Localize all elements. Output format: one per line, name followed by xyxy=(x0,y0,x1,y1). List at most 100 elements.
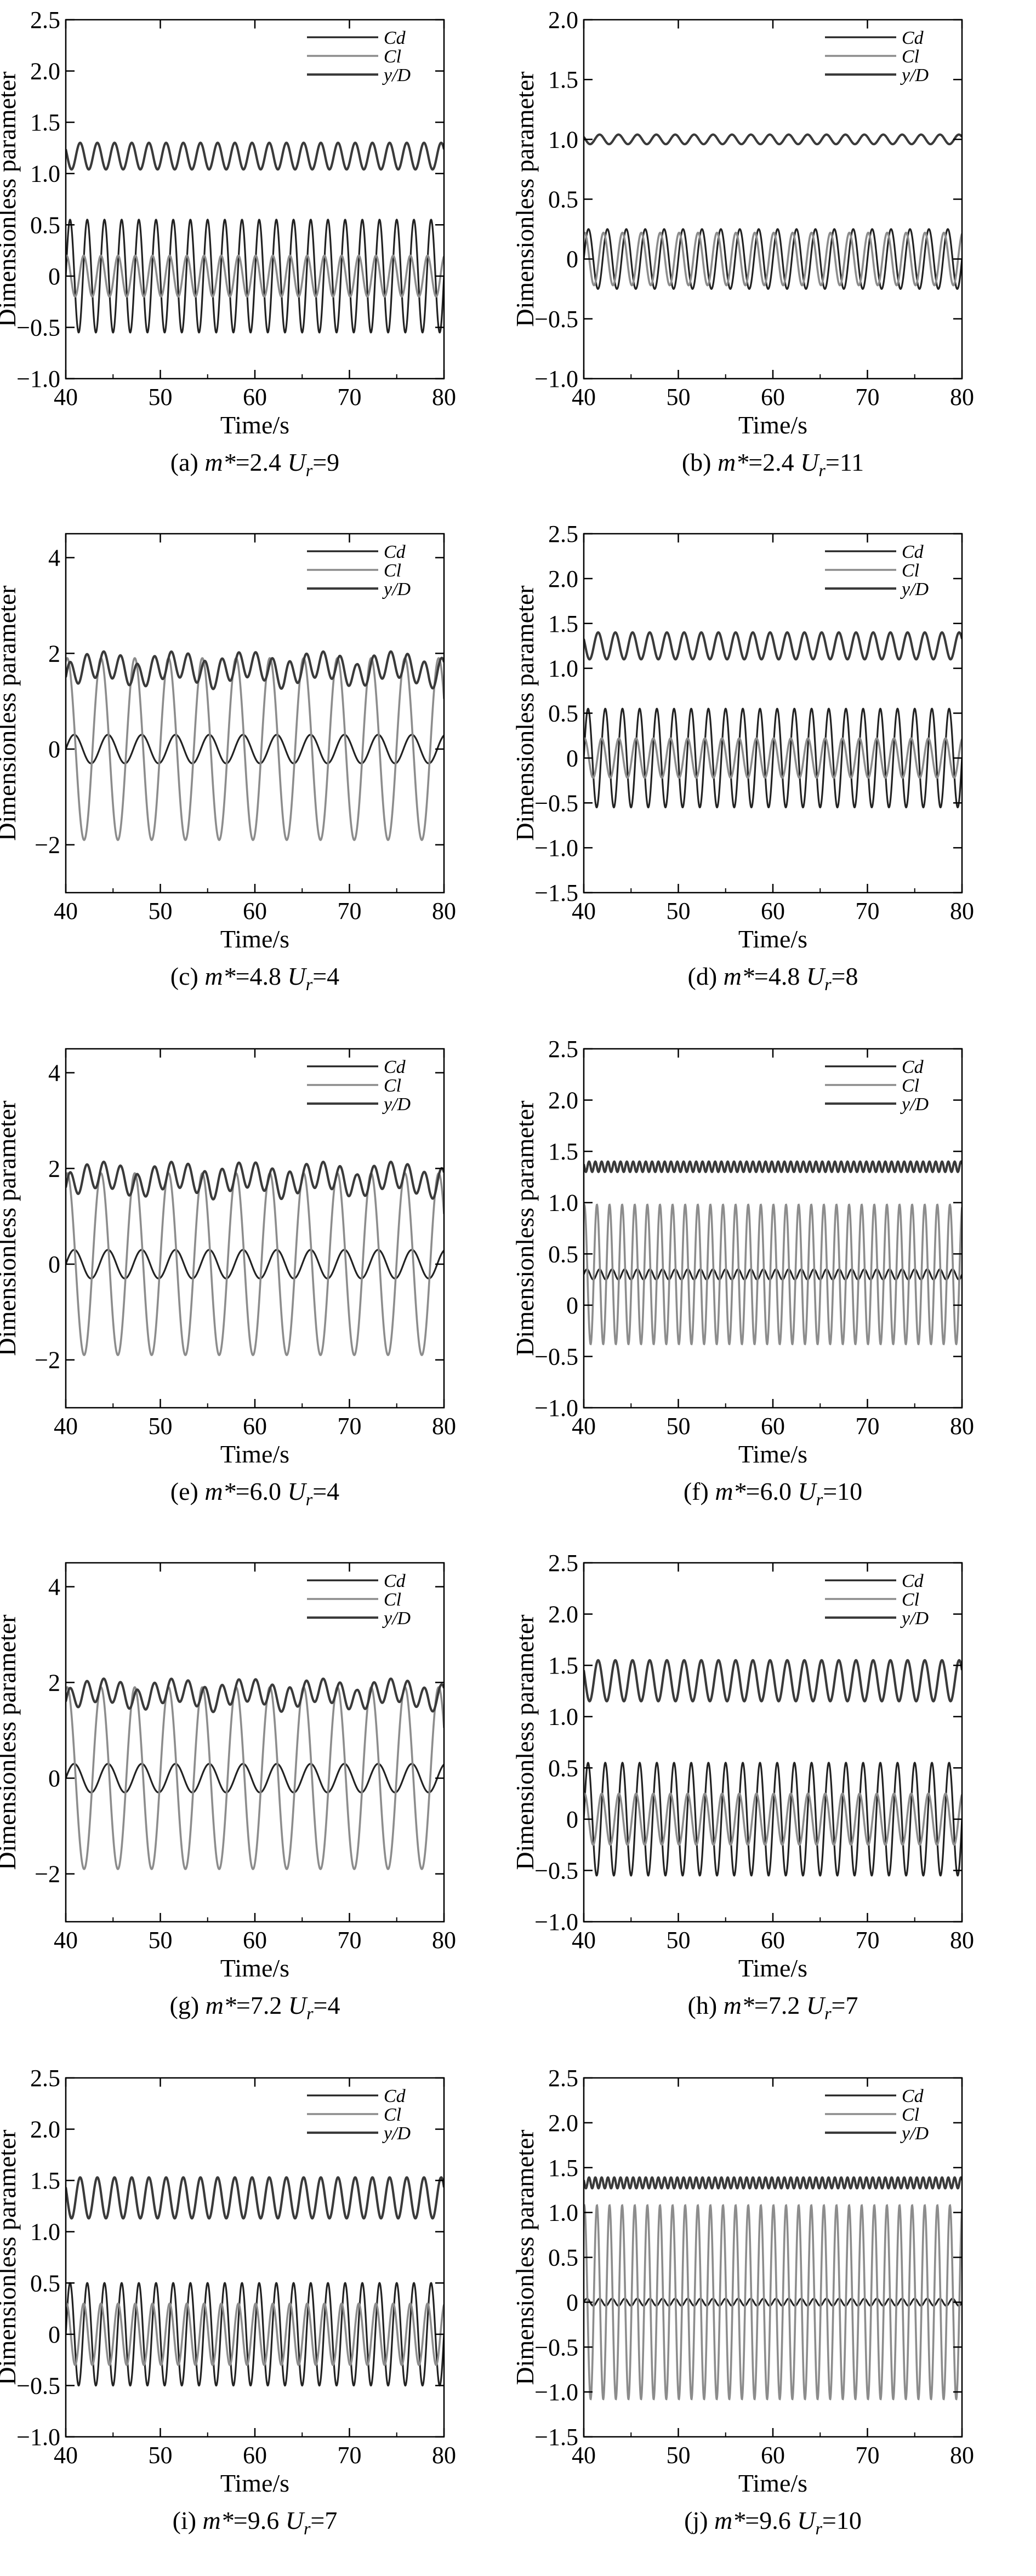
x-tick-label: 70 xyxy=(856,1927,880,1954)
y-tick-label: −1.0 xyxy=(534,1395,578,1421)
x-tick-label: 50 xyxy=(667,384,691,410)
series-line-cd xyxy=(584,707,962,809)
caption-ur-value: =11 xyxy=(826,448,864,476)
y-tick-label: 2.5 xyxy=(548,1550,578,1577)
legend-label-cl: Cl xyxy=(384,561,401,581)
legend-label-yd: y/D xyxy=(900,1608,929,1629)
legend-label-cd: Cd xyxy=(902,1057,924,1077)
legend-label-cd: Cd xyxy=(902,2086,924,2106)
x-axis-label: Time/s xyxy=(220,411,289,439)
y-tick-label: −0.5 xyxy=(16,314,60,341)
legend-label-cd: Cd xyxy=(384,542,406,562)
y-tick-label: −0.5 xyxy=(534,306,578,333)
caption-label: (b) xyxy=(682,448,718,476)
y-tick-label: 2 xyxy=(48,640,60,667)
x-axis-label: Time/s xyxy=(738,1954,807,1982)
caption-label: (c) xyxy=(170,962,205,990)
x-axis-label: Time/s xyxy=(738,2469,807,2497)
series-line-cl xyxy=(584,1203,962,1346)
series-line-cl xyxy=(66,1686,444,1870)
y-tick-label: 1.5 xyxy=(30,109,60,136)
caption-mass-value: =2.4 xyxy=(748,448,800,476)
y-axis-label: Dimensionless parameter xyxy=(511,1614,539,1870)
x-tick-label: 40 xyxy=(54,898,78,924)
caption-mass-value: =9.6 xyxy=(745,2506,797,2534)
y-tick-label: 2.5 xyxy=(548,2065,578,2092)
legend-label-cl: Cl xyxy=(902,2105,919,2125)
panel-caption: (g) m*=7.2 Ur=4 xyxy=(170,1991,340,2023)
y-axis-label: Dimensionless parameter xyxy=(511,71,539,327)
caption-mass-value: =7.2 xyxy=(236,1991,288,2019)
x-tick-label: 50 xyxy=(667,1927,691,1954)
legend-label-yd: y/D xyxy=(900,2123,929,2144)
caption-ur-subscript: r xyxy=(824,974,832,994)
x-tick-label: 40 xyxy=(54,1927,78,1954)
y-tick-label: −0.5 xyxy=(534,790,578,816)
x-tick-label: 50 xyxy=(149,1413,173,1440)
y-tick-label: 2.0 xyxy=(30,58,60,85)
legend-label-cl: Cl xyxy=(902,1076,919,1096)
y-tick-label: −2 xyxy=(35,1861,60,1888)
caption-ur-value: =8 xyxy=(832,962,858,990)
x-tick-label: 60 xyxy=(761,898,785,924)
chart-panel-e: 40 50 60 70 80 −2 0 2 4 Time/s Dimensionless param… xyxy=(0,1048,456,1509)
x-tick-label: 80 xyxy=(432,1927,456,1954)
caption-mass-value: =9.6 xyxy=(234,2506,286,2534)
caption-ur-subscript: r xyxy=(818,460,826,480)
series-line-cd xyxy=(66,218,444,334)
y-tick-label: −0.5 xyxy=(534,2334,578,2361)
x-tick-label: 80 xyxy=(432,2442,456,2469)
x-tick-label: 50 xyxy=(149,1927,173,1954)
panel-caption: (c) m*=4.8 Ur=4 xyxy=(170,962,339,994)
caption-mass-value: =4.8 xyxy=(754,962,806,990)
y-axis-label: Dimensionless parameter xyxy=(511,2129,539,2385)
series-group xyxy=(584,133,962,290)
x-tick-label: 50 xyxy=(149,898,173,924)
y-tick-label: −1.0 xyxy=(534,835,578,861)
y-tick-label: −0.5 xyxy=(534,1343,578,1370)
y-tick-label: 2.0 xyxy=(548,1087,578,1114)
y-tick-label: 2.0 xyxy=(548,7,578,33)
y-tick-label: 1.0 xyxy=(30,2219,60,2246)
x-tick-label: 60 xyxy=(243,1413,267,1440)
y-tick-label: 0 xyxy=(48,1251,60,1278)
y-tick-label: 0.5 xyxy=(30,2270,60,2297)
panel-caption: (f) m*=6.0 Ur=10 xyxy=(684,1477,862,1509)
legend-label-yd: y/D xyxy=(900,579,929,599)
legend-label-cl: Cl xyxy=(902,47,919,67)
x-tick-label: 60 xyxy=(243,2442,267,2469)
caption-ur-symbol: U xyxy=(798,1477,818,1505)
caption-ur-subscript: r xyxy=(306,1489,313,1509)
legend-label-cl: Cl xyxy=(384,1590,401,1610)
caption-label: (a) xyxy=(170,448,205,476)
legend-label-yd: y/D xyxy=(900,65,929,85)
y-tick-label: 4 xyxy=(48,1060,60,1087)
caption-ur-symbol: U xyxy=(806,962,826,990)
legend-label-yd: y/D xyxy=(382,65,411,85)
caption-ur-subscript: r xyxy=(816,1489,823,1509)
y-tick-label: 0.5 xyxy=(548,1241,578,1267)
series-line-yd xyxy=(584,1659,962,1703)
series-group xyxy=(66,1677,444,1870)
x-tick-label: 70 xyxy=(856,1413,880,1440)
x-tick-label: 50 xyxy=(667,1413,691,1440)
y-tick-label: 1.5 xyxy=(548,1652,578,1679)
caption-ur-value: =4 xyxy=(312,1477,339,1505)
x-tick-label: 40 xyxy=(54,1413,78,1440)
caption-ur-symbol: U xyxy=(288,448,308,476)
x-tick-label: 80 xyxy=(432,384,456,410)
caption-ur-symbol: U xyxy=(288,1477,308,1505)
series-group xyxy=(66,1161,444,1356)
caption-mass-symbol: m* xyxy=(715,1477,745,1505)
legend-label-yd: y/D xyxy=(382,1608,411,1629)
x-tick-label: 70 xyxy=(856,384,880,410)
y-tick-label: 2.0 xyxy=(548,2110,578,2137)
caption-ur-value: =9 xyxy=(312,448,339,476)
y-tick-label: 0.5 xyxy=(548,186,578,213)
series-line-yd xyxy=(66,1677,444,1713)
y-tick-label: 1.0 xyxy=(548,655,578,682)
x-tick-label: 80 xyxy=(950,384,974,410)
